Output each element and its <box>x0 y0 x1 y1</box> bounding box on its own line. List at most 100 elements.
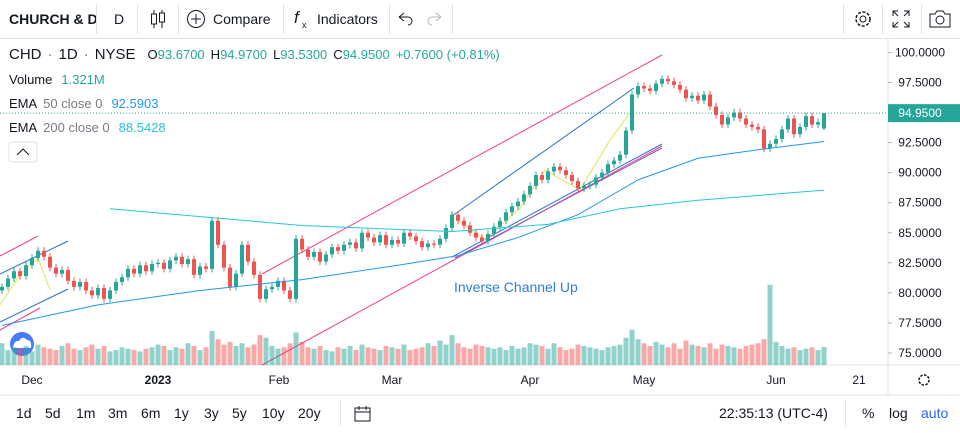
price-label: 85.0000 <box>898 226 942 240</box>
candle-body <box>258 274 262 299</box>
volume-bar <box>299 341 305 365</box>
candle-body <box>498 220 502 227</box>
candle-body <box>624 130 628 155</box>
volume-bar <box>671 343 677 365</box>
percent-toggle[interactable]: % <box>862 405 875 421</box>
candle-body <box>66 270 70 281</box>
log-toggle[interactable]: log <box>889 405 908 421</box>
volume-bar <box>689 344 695 365</box>
exchange: NYSE <box>94 46 136 63</box>
time-label: Dec <box>21 373 42 387</box>
period-button[interactable]: 5d <box>45 405 61 421</box>
auto-toggle[interactable]: auto <box>921 405 949 421</box>
candle-body <box>804 116 808 127</box>
candle-body <box>240 244 244 274</box>
ticker: CHD <box>9 46 42 63</box>
candle-body <box>288 290 292 299</box>
volume-bar <box>407 350 413 365</box>
volume-bar <box>665 347 671 365</box>
volume-bar <box>101 345 107 365</box>
chart-type-icon[interactable] <box>149 9 167 29</box>
ema-name: EMA <box>9 96 38 111</box>
date-range-icon[interactable] <box>353 405 373 423</box>
candle-body <box>558 166 562 171</box>
candle-body <box>348 242 352 245</box>
period-button[interactable]: 10y <box>262 405 285 421</box>
volume-bar <box>599 350 605 365</box>
channel-line <box>0 240 69 275</box>
candle-body <box>372 237 376 243</box>
candle-body <box>390 239 394 245</box>
period-button[interactable]: 20y <box>298 405 321 421</box>
volume-bar <box>533 344 539 365</box>
volume-bar <box>767 284 773 365</box>
time-label: Feb <box>269 373 290 387</box>
candle-body <box>576 181 580 189</box>
volume-bar <box>527 343 533 365</box>
volume-bar <box>551 343 557 365</box>
volume-bar <box>581 345 587 365</box>
candle-body <box>30 258 34 266</box>
volume-bar <box>479 345 485 365</box>
symbol-search[interactable]: CHURCH & D <box>9 11 98 27</box>
volume-bar <box>635 339 641 365</box>
snapshot-icon[interactable] <box>929 9 951 29</box>
volume-bar <box>287 343 293 365</box>
candle-body <box>780 129 784 139</box>
time-label: May <box>633 373 656 387</box>
legend-toggle[interactable] <box>8 141 38 163</box>
period-button[interactable]: 3m <box>108 405 128 421</box>
period-button[interactable]: 1d <box>16 405 32 421</box>
candle-body <box>366 232 370 238</box>
candle-body <box>324 254 328 262</box>
price-label: 82.5000 <box>898 256 942 270</box>
candle-body <box>666 78 670 82</box>
ohlc-value: 93.5300 <box>280 47 328 62</box>
period-button[interactable]: 1m <box>76 405 96 421</box>
volume-bar <box>419 347 425 365</box>
separator <box>843 4 844 34</box>
logo-icon <box>13 337 32 348</box>
compare-button[interactable]: Compare <box>213 11 271 27</box>
period-button[interactable]: 6m <box>141 405 161 421</box>
axis-settings[interactable] <box>918 374 930 386</box>
period-button[interactable]: 3y <box>204 405 219 421</box>
interval-button[interactable]: D <box>114 11 125 27</box>
candle-body <box>564 170 568 176</box>
fullscreen-icon[interactable] <box>892 10 910 28</box>
volume-bar <box>71 348 77 365</box>
indicators-button[interactable]: Indicators <box>317 11 378 27</box>
volume-bar <box>539 345 545 365</box>
candle-body <box>186 259 190 265</box>
ohlc-label: L <box>273 47 281 62</box>
volume-bar <box>65 343 71 365</box>
candle-body <box>582 185 586 189</box>
period-button[interactable]: 1y <box>174 405 189 421</box>
candle-body <box>24 265 28 277</box>
volume-bar <box>245 347 251 365</box>
volume-bar <box>401 344 407 365</box>
volume-bar <box>611 345 617 365</box>
candle-body <box>450 214 454 228</box>
candle-body <box>120 277 124 283</box>
volume-bar <box>107 351 113 365</box>
price-label: 75.0000 <box>898 346 942 360</box>
period-button[interactable]: 5y <box>232 405 247 421</box>
volume-bar <box>191 345 197 365</box>
ema-name: EMA <box>9 120 38 135</box>
compare-icon[interactable] <box>186 9 206 29</box>
volume-bar <box>125 348 131 365</box>
candle-body <box>198 266 202 275</box>
channel-line <box>454 147 663 259</box>
candle-body <box>378 235 382 243</box>
volume-bar <box>131 350 137 365</box>
candle-body <box>636 86 640 95</box>
settings-icon[interactable] <box>852 8 874 30</box>
volume-bar <box>587 347 593 365</box>
undo-redo[interactable] <box>396 11 444 27</box>
volume-bar <box>197 350 203 365</box>
volume-bar <box>731 347 737 365</box>
separator <box>845 400 846 426</box>
ema-value: 88.5428 <box>118 120 166 135</box>
